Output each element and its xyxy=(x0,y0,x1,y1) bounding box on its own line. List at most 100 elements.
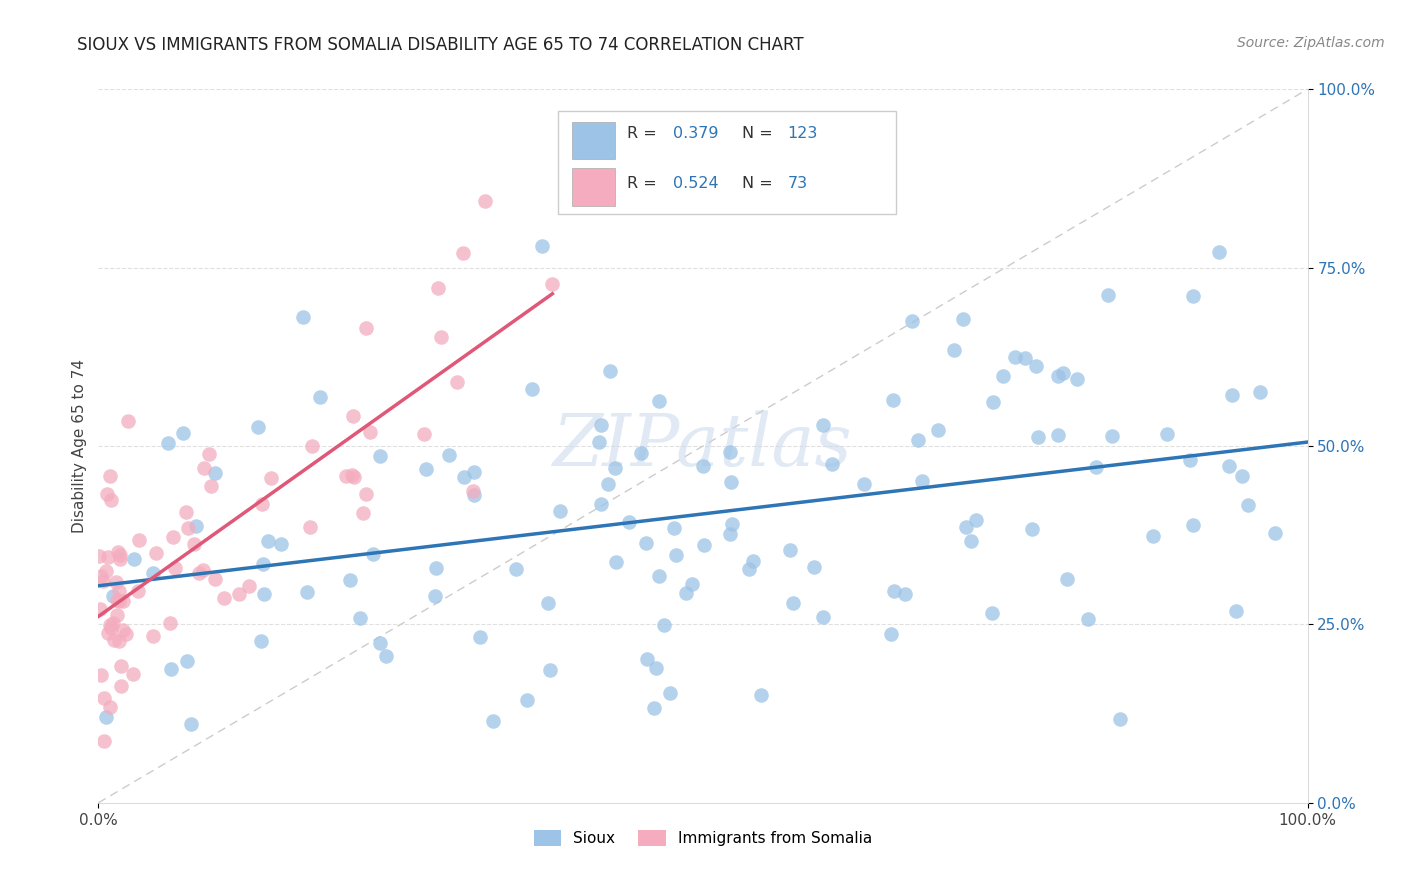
Point xyxy=(204,572,226,586)
Point xyxy=(852,477,875,491)
Point xyxy=(354,486,377,500)
Point xyxy=(738,562,761,576)
Point xyxy=(599,364,621,378)
Point xyxy=(115,627,138,641)
Point xyxy=(531,239,554,253)
Point xyxy=(648,568,671,582)
Point xyxy=(1109,712,1132,726)
Point xyxy=(453,245,475,260)
Point xyxy=(692,458,714,473)
Point xyxy=(1156,426,1178,441)
Point xyxy=(110,679,132,693)
Point xyxy=(461,483,484,498)
Point xyxy=(91,574,114,588)
Point xyxy=(257,534,280,549)
Point xyxy=(93,734,115,748)
Point xyxy=(252,497,274,511)
Point xyxy=(658,686,681,700)
Point xyxy=(108,548,131,562)
Point xyxy=(104,574,127,589)
Point xyxy=(180,717,202,731)
Point xyxy=(1026,430,1049,444)
Point xyxy=(107,545,129,559)
Point xyxy=(662,521,685,535)
Point xyxy=(172,426,194,441)
Point xyxy=(749,689,772,703)
Point xyxy=(634,536,657,550)
Point xyxy=(160,662,183,676)
Point xyxy=(965,513,987,527)
Point xyxy=(100,493,122,508)
Point xyxy=(1249,385,1271,400)
Point xyxy=(90,668,112,682)
Point xyxy=(779,542,801,557)
Point xyxy=(105,607,128,622)
Point xyxy=(142,629,165,643)
Point xyxy=(894,587,917,601)
Point xyxy=(505,562,527,576)
Point xyxy=(1021,522,1043,536)
Point xyxy=(89,602,111,616)
Point xyxy=(603,461,626,475)
Point xyxy=(107,593,129,607)
Point xyxy=(96,710,118,724)
Point xyxy=(991,368,1014,383)
Point xyxy=(813,610,835,624)
Point xyxy=(142,566,165,580)
Point xyxy=(183,537,205,551)
Point xyxy=(122,667,145,681)
Point xyxy=(538,663,561,677)
Point xyxy=(1178,452,1201,467)
Point xyxy=(605,555,627,569)
Point xyxy=(741,554,763,568)
Point xyxy=(96,487,118,501)
Point xyxy=(101,589,124,603)
Point xyxy=(959,534,981,549)
Point xyxy=(214,591,236,606)
Point xyxy=(1181,289,1204,303)
Point xyxy=(301,439,323,453)
Point xyxy=(516,693,538,707)
Point xyxy=(335,468,357,483)
Point xyxy=(907,433,929,447)
Point xyxy=(636,652,658,666)
Point xyxy=(97,626,120,640)
Point xyxy=(93,691,115,706)
Point xyxy=(720,475,742,490)
Point xyxy=(253,587,276,601)
Point xyxy=(228,587,250,601)
Point xyxy=(94,564,117,578)
Point xyxy=(1052,366,1074,380)
Point xyxy=(291,310,314,325)
Point xyxy=(425,561,447,575)
Point xyxy=(198,447,221,461)
Point xyxy=(252,557,274,571)
Point xyxy=(1101,428,1123,442)
Point xyxy=(98,699,121,714)
Text: ZIPatlas: ZIPatlas xyxy=(553,410,853,482)
Point xyxy=(981,395,1004,409)
Point xyxy=(101,616,124,631)
Point xyxy=(343,469,366,483)
Point xyxy=(1230,469,1253,483)
Point xyxy=(1066,372,1088,386)
Point xyxy=(128,533,150,548)
Point xyxy=(415,462,437,476)
Point xyxy=(1208,245,1230,260)
Text: 0.379: 0.379 xyxy=(672,127,718,141)
Point xyxy=(446,375,468,389)
Point xyxy=(520,382,543,396)
Point xyxy=(1218,459,1240,474)
Point xyxy=(630,445,652,459)
Point xyxy=(165,561,187,575)
Point xyxy=(470,630,492,644)
Point xyxy=(90,569,112,583)
Point xyxy=(423,589,446,603)
Point xyxy=(537,596,560,610)
Point xyxy=(117,414,139,428)
Point xyxy=(342,467,364,482)
Point xyxy=(159,615,181,630)
Point xyxy=(675,586,697,600)
Point xyxy=(174,505,197,519)
Point xyxy=(1225,604,1247,618)
